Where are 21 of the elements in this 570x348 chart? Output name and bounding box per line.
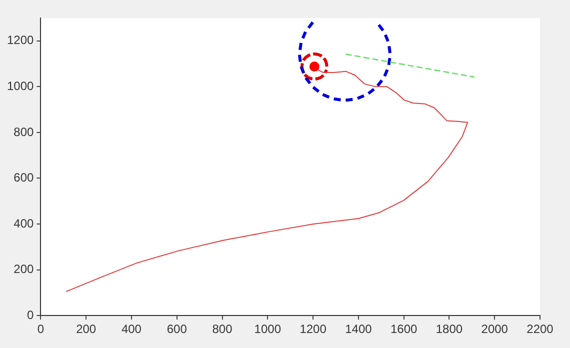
- x-tick-label: 2200: [526, 322, 554, 336]
- y-tick-label: 200: [14, 262, 34, 276]
- y-tick-label: 600: [14, 170, 34, 185]
- y-tick-label: 800: [14, 124, 34, 139]
- y-tick-label: 400: [14, 216, 34, 230]
- line-series: [300, 52, 328, 81]
- x-tick-label: 200: [76, 322, 96, 336]
- y-tick-label: 1200: [6, 33, 34, 48]
- line-series: [298, 20, 392, 102]
- x-tick-label: 400: [121, 322, 142, 336]
- y-tick-label: 1000: [6, 78, 34, 93]
- x-tick-label: 1200: [300, 322, 327, 336]
- y-tick-label: 0: [27, 308, 34, 322]
- x-tick-label: 0: [37, 322, 44, 336]
- x-tick-label: 1400: [345, 322, 372, 336]
- x-tick-label: 800: [212, 322, 233, 336]
- x-tick-label: 1600: [390, 322, 418, 336]
- x-tick-label: 1000: [254, 322, 282, 336]
- x-tick-label: 2000: [481, 322, 508, 336]
- x-tick-label: 1800: [436, 322, 463, 336]
- x-tick-label: 600: [166, 322, 188, 336]
